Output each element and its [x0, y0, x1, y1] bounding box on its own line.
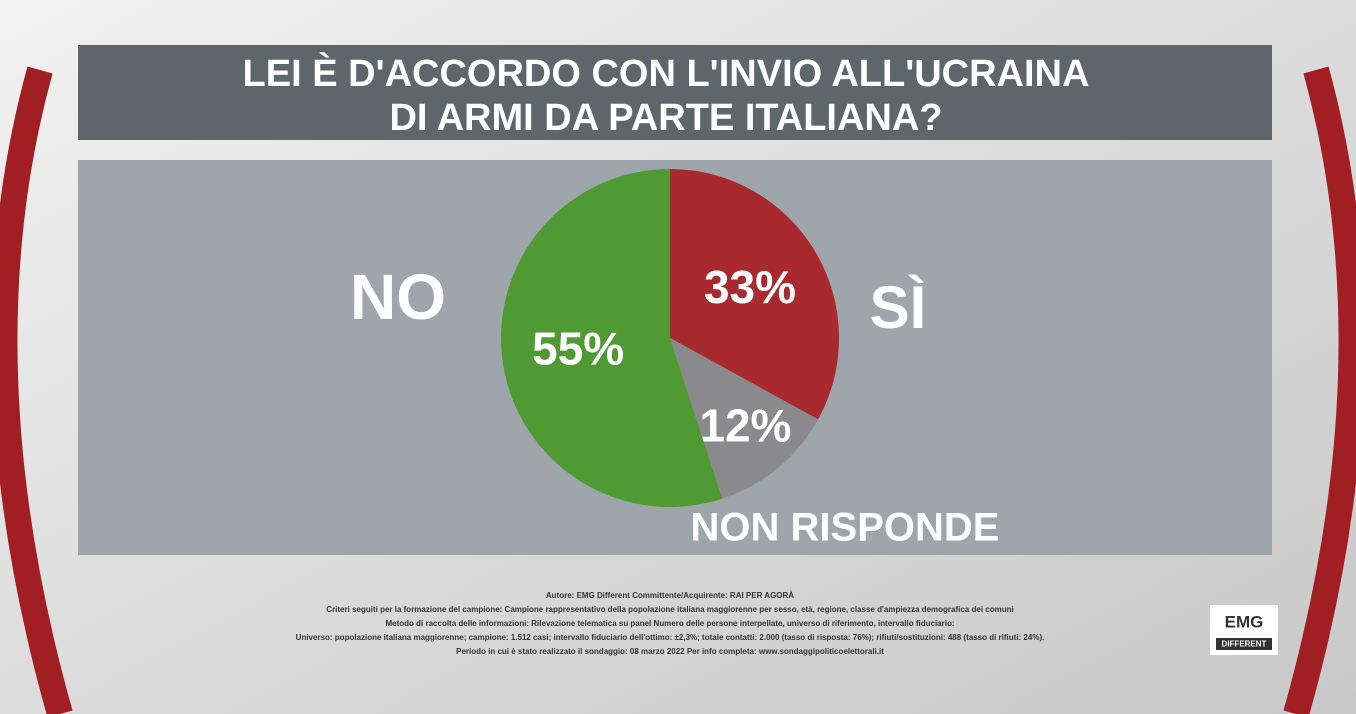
pie: 33% SÌ 12% NON RISPONDE 55% NO: [350, 169, 999, 550]
footer: Autore: EMG Different Committente/Acquir…: [296, 591, 1045, 656]
footer-line: Criteri seguiti per la formazione del ca…: [326, 605, 1013, 614]
frame-arc: [0, 66, 73, 714]
footer-line: Metodo di raccolta delle informazioni: R…: [385, 619, 954, 628]
value-label: 33%: [704, 261, 796, 313]
logo-text: DIFFERENT: [1222, 640, 1267, 649]
category-label: SÌ: [870, 274, 927, 341]
pie-slice: [501, 169, 723, 508]
footer-line: Periodo in cui è stato realizzato il son…: [456, 647, 884, 656]
category-label: NON RISPONDE: [691, 506, 1000, 550]
value-label: 12%: [699, 399, 791, 451]
value-label: 55%: [532, 323, 624, 375]
category-label: NO: [350, 261, 446, 333]
logo-band: [1216, 638, 1272, 650]
logo-text: EMG: [1225, 612, 1264, 631]
pie-slice: [670, 169, 840, 420]
footer-line: Universo: popolazione italiana maggioren…: [296, 633, 1045, 642]
title-line: DI ARMI DA PARTE ITALIANA?: [389, 97, 942, 139]
title-line: LEI È D'ACCORDO CON L'INVIO ALL'UCRAINA: [243, 51, 1090, 95]
pie-slice: [670, 338, 819, 499]
footer-line: Autore: EMG Different Committente/Acquir…: [546, 591, 794, 600]
frame-arc: [1283, 66, 1356, 714]
title-box: [78, 45, 1272, 140]
